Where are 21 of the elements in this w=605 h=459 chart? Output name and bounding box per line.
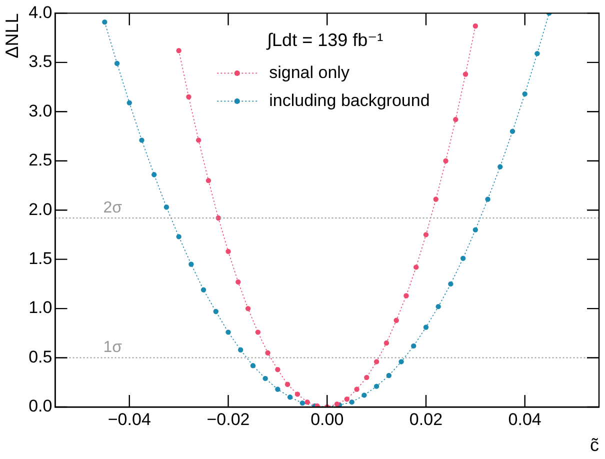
y-tick-label: 2.5 xyxy=(28,150,52,170)
x-axis-title: c̃ xyxy=(590,435,599,456)
ref-line-label: 1σ xyxy=(103,339,122,356)
x-tick-label: −0.04 xyxy=(108,410,151,429)
legend-label: signal only xyxy=(269,62,350,82)
y-tick-label: 1.5 xyxy=(28,249,52,268)
x-tick-label: 0.04 xyxy=(508,410,542,429)
y-tick-label: 0.0 xyxy=(28,396,52,416)
y-axis-title: ΔNLL xyxy=(2,13,22,58)
ref-line-label: 2σ xyxy=(103,199,122,216)
x-tick-label: 0.02 xyxy=(409,410,443,429)
y-tick-label: 2.0 xyxy=(28,200,52,219)
y-tick-label: 0.5 xyxy=(28,347,52,366)
y-tick-label: 3.5 xyxy=(28,52,52,72)
annotation: ∫Ldt = 139 fb⁻¹ xyxy=(266,30,384,50)
y-tick-label: 4.0 xyxy=(28,2,52,22)
x-tick-label: 0.00 xyxy=(310,410,344,429)
y-tick-label: 3.0 xyxy=(28,101,52,120)
y-tick-label: 1.0 xyxy=(28,298,52,318)
legend-label: including background xyxy=(269,90,430,110)
x-tick-label: −0.02 xyxy=(206,410,250,429)
